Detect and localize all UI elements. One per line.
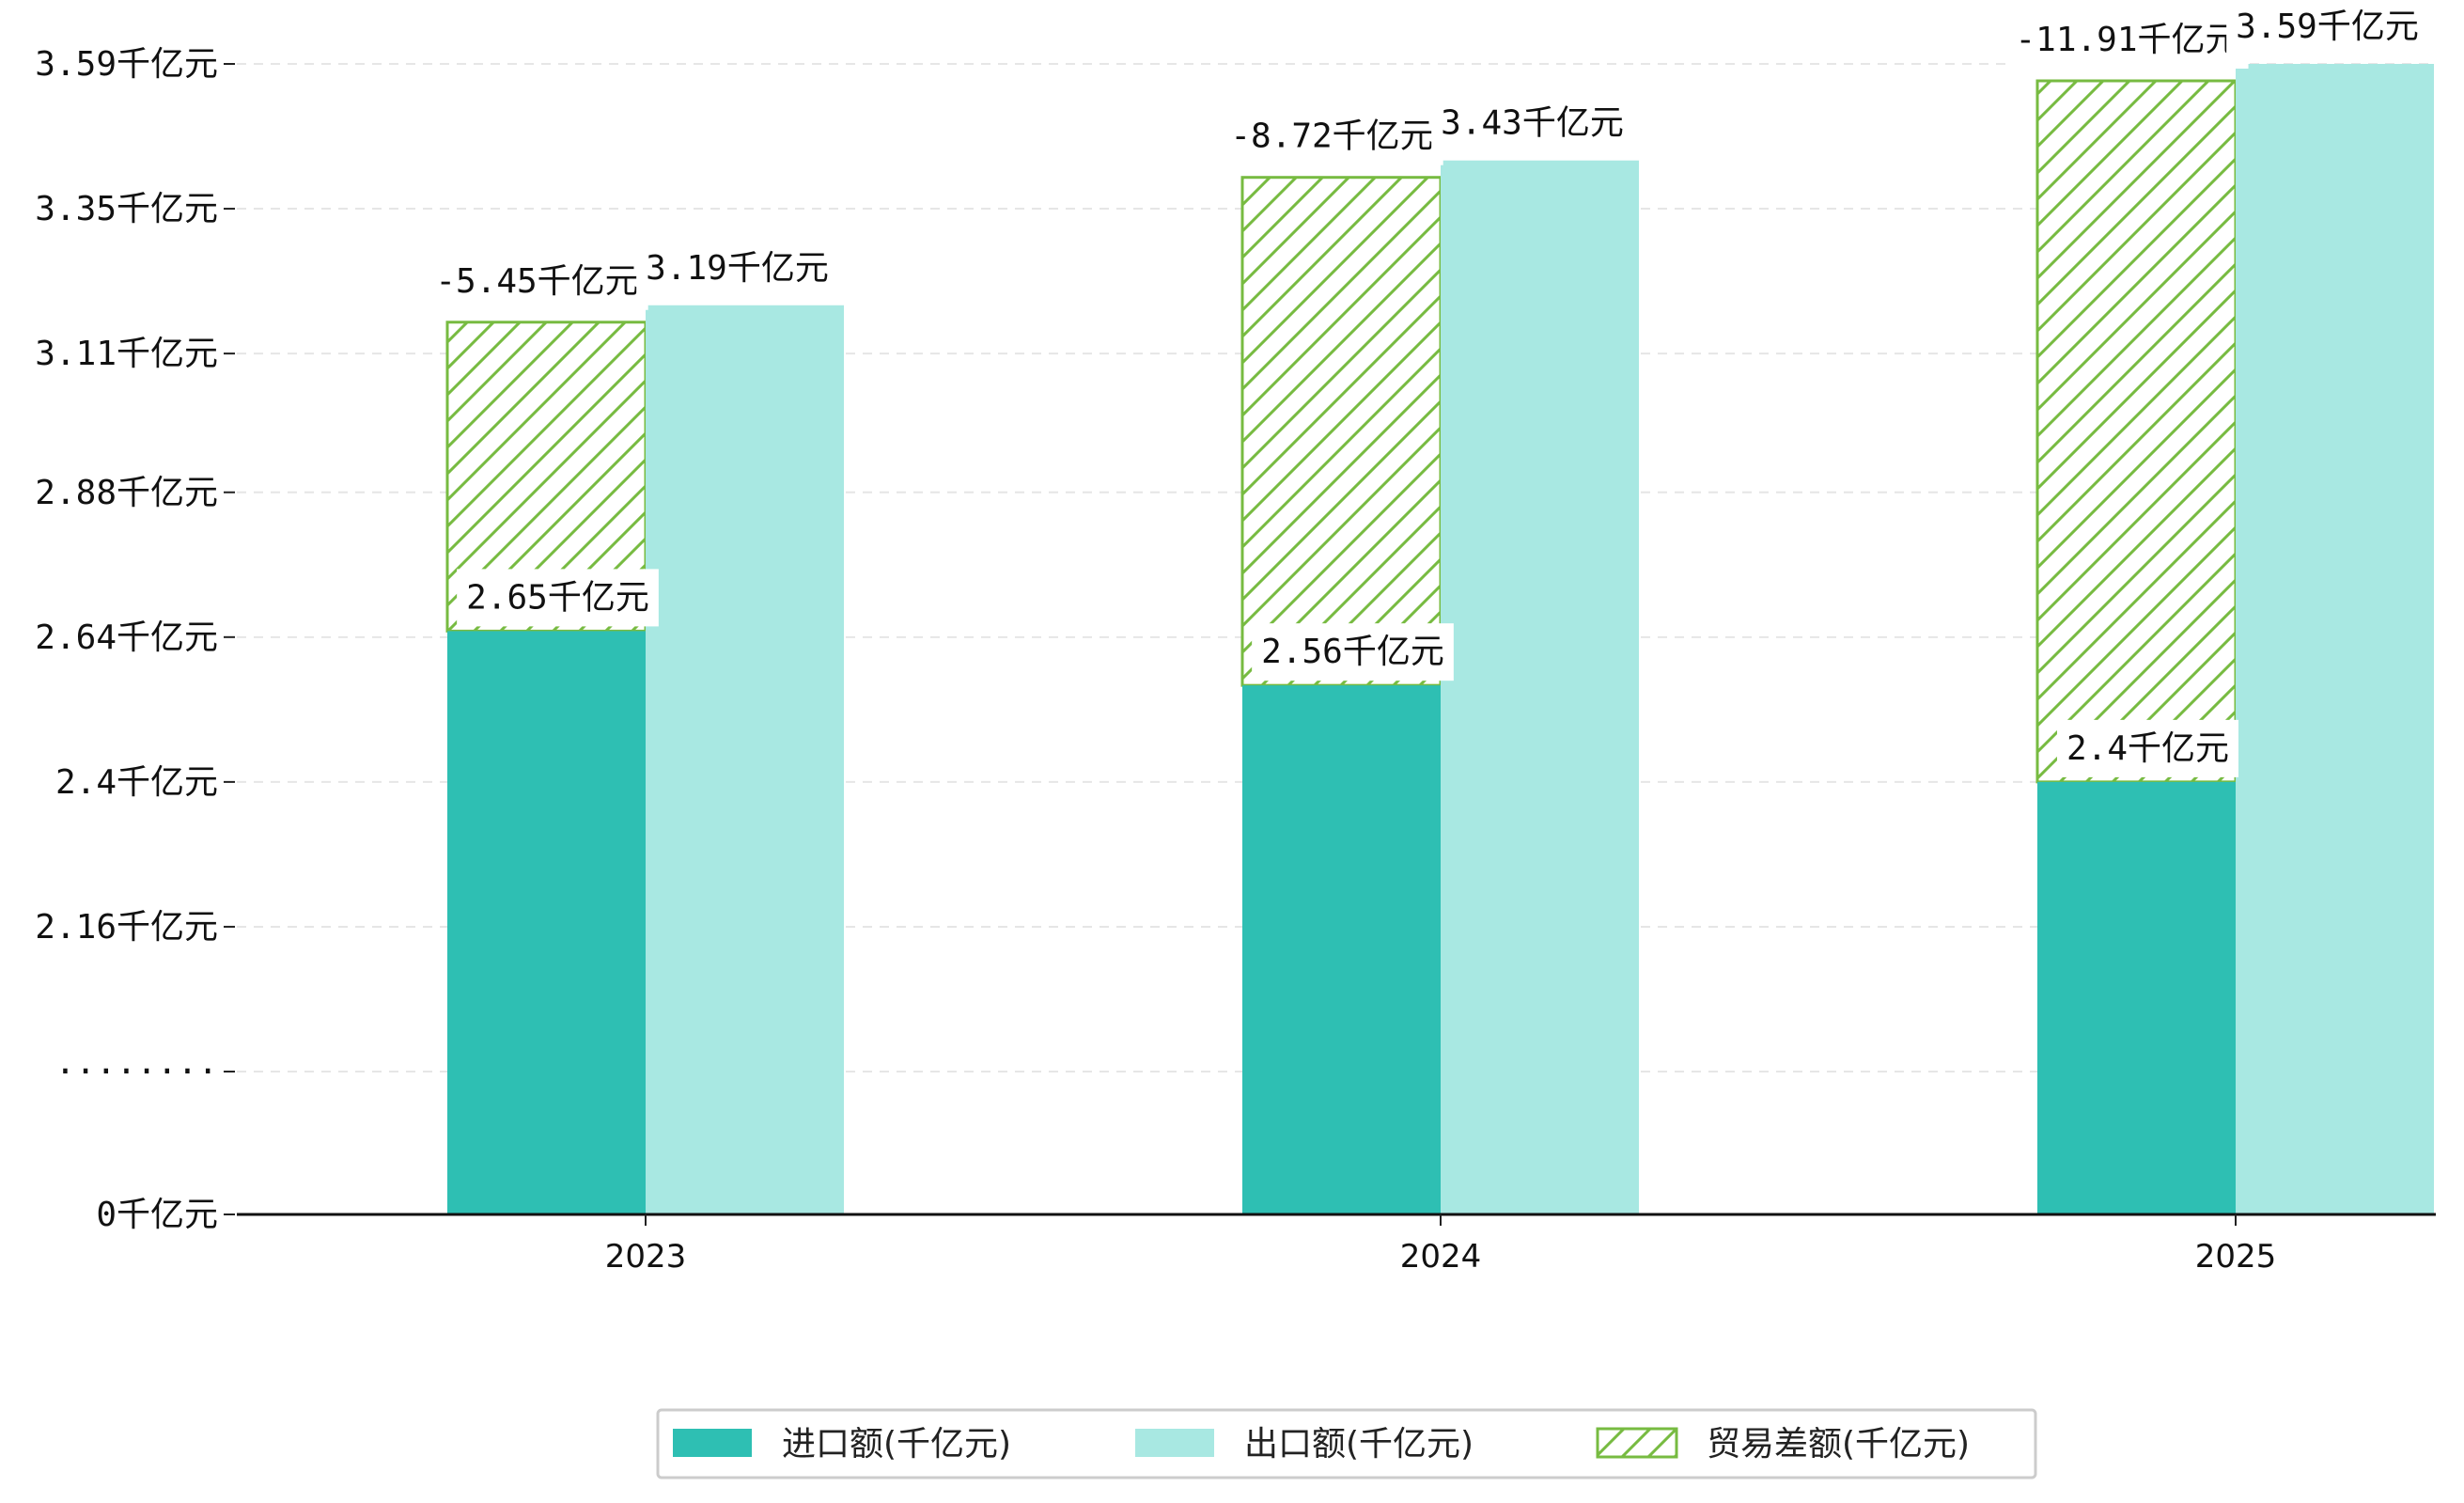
legend-trade-balance-label: 贸易差额(千亿元) (1707, 1425, 1970, 1464)
export-value-label: 3.59千亿元 (2236, 8, 2419, 46)
export-value-label-group: 3.19千亿元 (636, 239, 838, 297)
bar-export (1441, 160, 1639, 1215)
trade-balance-value-label-background (1221, 107, 1443, 165)
export-value-label-group: 3.59千亿元 (2226, 0, 2428, 55)
bar-export (646, 305, 844, 1214)
y-tick-label: 2.4千亿元 (55, 763, 218, 802)
bar-import (1242, 685, 1441, 1214)
import-value-label-group: 2.65千亿元 (457, 569, 659, 627)
bar-import (447, 631, 646, 1214)
import-value-label-background (457, 569, 659, 627)
x-tick-label: 2024 (1400, 1238, 1482, 1276)
import-value-label: 2.65千亿元 (466, 578, 649, 617)
legend: 进口额(千亿元) 出口额(千亿元) 贸易差额(千亿元) (656, 1408, 2037, 1480)
x-tick-label: 2023 (605, 1238, 687, 1276)
legend-trade-balance-swatch (1596, 1427, 1678, 1459)
bar-trade-balance (2035, 79, 2238, 784)
data-labels: 2.65千亿元 -5.45千亿元 3.19千亿元 2.56千亿元 -8.72千亿元 3.4… (426, 0, 2428, 777)
export-value-label: 3.43千亿元 (1441, 104, 1624, 143)
legend-import-swatch (673, 1429, 752, 1457)
y-tick-label: ········ (55, 1053, 218, 1091)
export-value-label: 3.19千亿元 (646, 249, 829, 288)
bar-trade-balance (1240, 176, 1443, 687)
export-value-label-background (1431, 94, 1633, 152)
y-tick-label: 2.88千亿元 (35, 474, 218, 512)
import-value-label-background (1252, 623, 1454, 681)
y-tick-label: 0千亿元 (96, 1196, 218, 1234)
legend-import-label: 进口额(千亿元) (782, 1425, 1011, 1464)
bar-import (2037, 781, 2236, 1214)
import-value-label: 2.4千亿元 (2066, 729, 2229, 768)
export-value-label-background (2226, 0, 2428, 55)
legend-export-label: 出口额(千亿元) (1244, 1425, 1474, 1464)
export-value-label-background (636, 239, 838, 297)
trade-balance-value-label-group: -11.91千亿元 (2005, 11, 2249, 69)
bar-export (2236, 64, 2434, 1214)
legend-frame (656, 1408, 2037, 1480)
y-tick-label: 2.64千亿元 (35, 618, 218, 657)
trade-balance-value-label-group: -5.45千亿元 (426, 252, 648, 310)
y-tick-label: 3.11千亿元 (35, 335, 218, 373)
trade-balance-value-label: -5.45千亿元 (435, 262, 638, 301)
trade-balance-value-label: -11.91千亿元 (2015, 21, 2238, 59)
trade-balance-value-label: -8.72千亿元 (1230, 117, 1433, 156)
import-value-label: 2.56千亿元 (1261, 633, 1444, 671)
y-tick-label: 3.35千亿元 (35, 190, 218, 228)
y-tick-label: 3.59千亿元 (35, 45, 218, 84)
import-value-label-background (2056, 719, 2239, 777)
export-value-label-group: 3.43千亿元 (1431, 94, 1633, 152)
legend-export-swatch (1135, 1429, 1214, 1457)
bars (445, 64, 2434, 1215)
x-tick-label: 2025 (2195, 1238, 2277, 1276)
trade-balance-value-label-background (2005, 11, 2249, 69)
import-value-label-group: 2.56千亿元 (1252, 623, 1454, 681)
trade-balance-value-label-background (426, 252, 648, 310)
trade-balance-value-label-group: -8.72千亿元 (1221, 107, 1443, 165)
import-value-label-group: 2.4千亿元 (2056, 719, 2239, 777)
axes: 0千亿元 ········ 2.16千亿元 2.4千亿元 2.64千亿元 2.88千亿元 3… (35, 45, 2436, 1276)
y-tick-label: 2.16千亿元 (35, 908, 218, 947)
